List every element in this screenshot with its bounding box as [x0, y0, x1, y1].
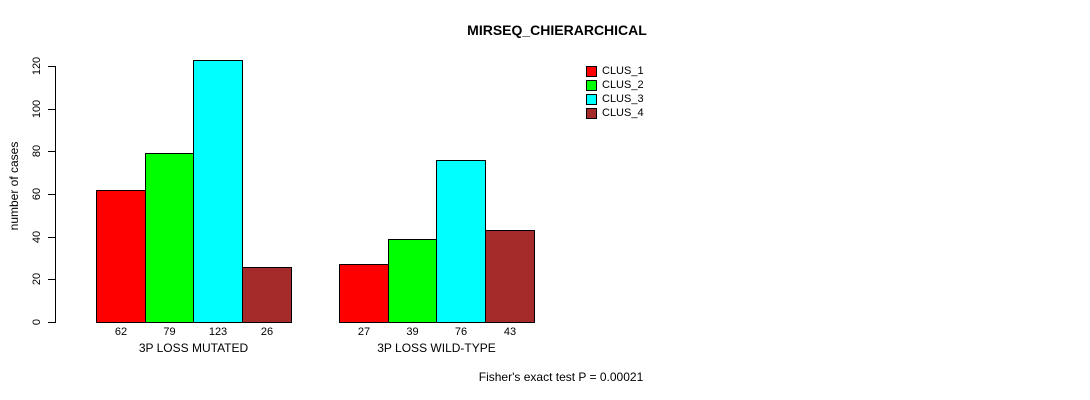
y-tick-mark	[48, 322, 55, 323]
bar-value-label: 39	[406, 326, 419, 338]
bar-clus_1-group2	[339, 264, 389, 323]
y-tick-label: 40	[31, 230, 43, 244]
bar-value-label: 79	[163, 326, 176, 338]
y-tick-label: 20	[31, 272, 43, 286]
bar-value-label: 26	[260, 326, 274, 338]
fisher-test-annotation: Fisher's exact test P = 0.00021	[478, 370, 644, 384]
bar-clus_2-group1	[145, 153, 194, 323]
bar-value-label: 123	[208, 326, 228, 338]
bar-clus_2-group2	[388, 239, 437, 323]
y-tick-label: 60	[31, 187, 43, 201]
legend-label: CLUS_4	[602, 107, 644, 119]
bar-clus_4-group2	[485, 230, 535, 323]
legend-swatch-icon	[586, 65, 597, 77]
x-category-label: 3P LOSS WILD-TYPE	[377, 341, 496, 355]
y-axis-line	[55, 66, 56, 323]
legend-label: CLUS_3	[602, 93, 644, 105]
y-tick-label: 100	[31, 99, 43, 119]
y-tick-mark	[48, 237, 55, 238]
legend-item-clus_1: CLUS_1	[586, 64, 644, 78]
y-tick-label: 80	[31, 144, 43, 158]
y-tick-mark	[48, 151, 55, 152]
legend-swatch-icon	[586, 79, 597, 91]
legend-swatch-icon	[586, 107, 597, 119]
legend-item-clus_2: CLUS_2	[586, 78, 644, 92]
bar-value-label: 76	[454, 326, 468, 338]
legend-label: CLUS_2	[602, 79, 644, 91]
y-tick-mark	[48, 279, 55, 280]
legend-label: CLUS_1	[602, 65, 644, 77]
legend-item-clus_3: CLUS_3	[586, 92, 644, 106]
y-tick-label: 120	[31, 56, 43, 76]
bar-clus_3-group1	[193, 60, 243, 323]
legend-swatch-icon	[586, 93, 597, 105]
bar-clus_4-group1	[242, 267, 292, 323]
bar-clus_3-group2	[436, 160, 486, 323]
legend-item-clus_4: CLUS_4	[586, 106, 644, 120]
y-tick-mark	[48, 66, 55, 67]
bar-value-label: 62	[114, 326, 128, 338]
bar-clus_1-group1	[96, 190, 146, 323]
x-category-label: 3P LOSS MUTATED	[138, 341, 249, 355]
y-tick-mark	[48, 109, 55, 110]
y-axis-label: number of cases	[7, 141, 21, 231]
bar-value-label: 43	[503, 326, 517, 338]
y-tick-mark	[48, 194, 55, 195]
y-tick-label: 0	[31, 318, 43, 326]
legend: CLUS_1 CLUS_2 CLUS_3 CLUS_4	[586, 64, 644, 120]
bar-value-label: 27	[357, 326, 371, 338]
chart-title: MIRSEQ_CHIERARCHICAL	[467, 22, 647, 38]
